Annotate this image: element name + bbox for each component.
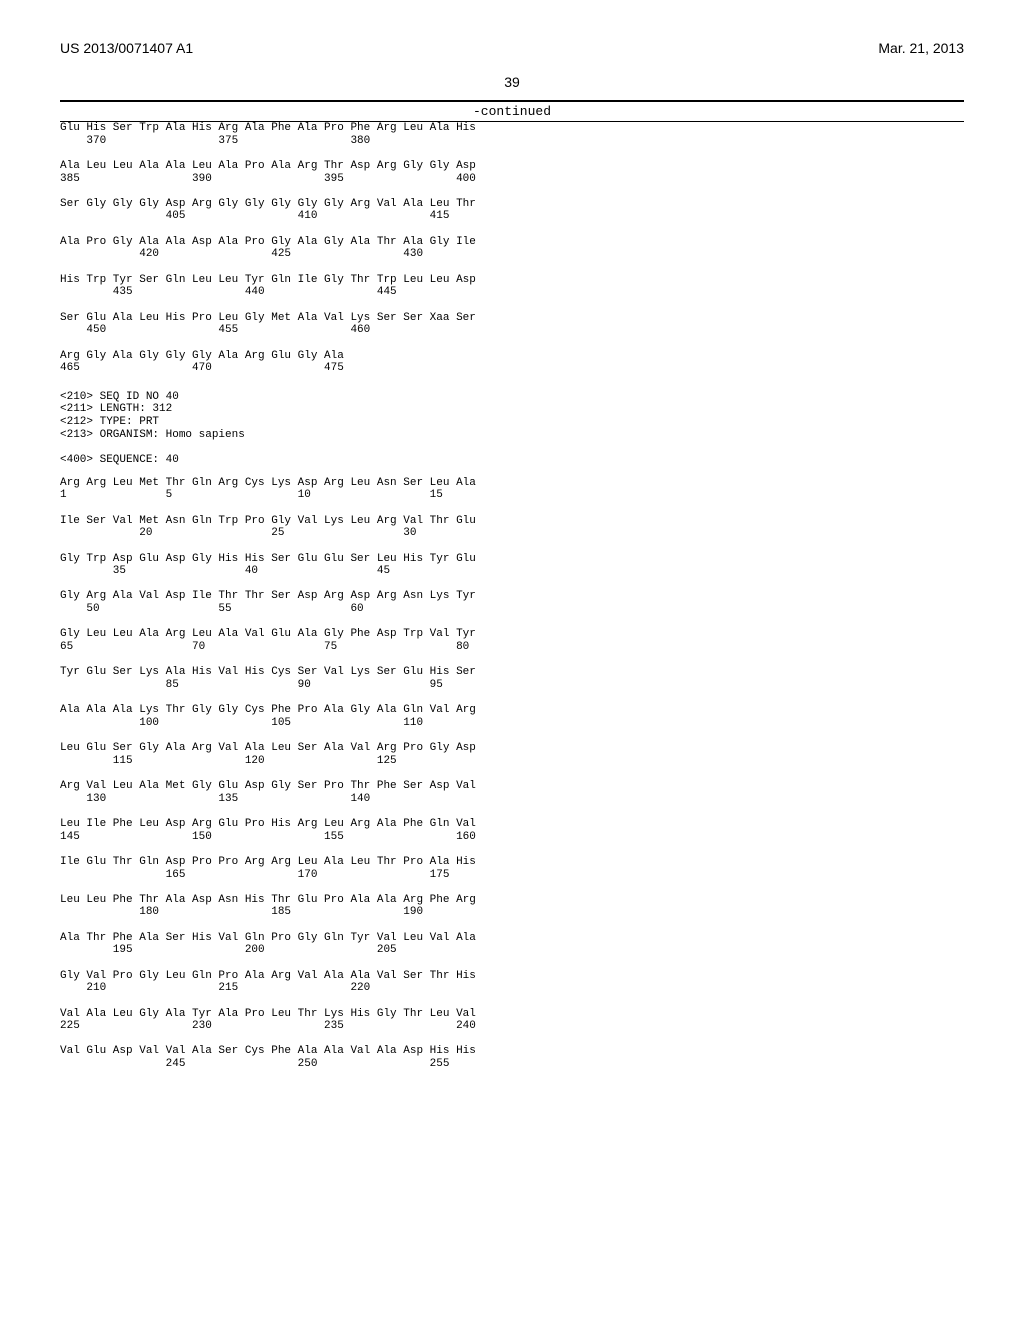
top-rule [60, 100, 964, 102]
sequence-block-continued: Glu His Ser Trp Ala His Arg Ala Phe Ala … [60, 122, 964, 375]
page-number: 39 [60, 74, 964, 90]
publication-date: Mar. 21, 2013 [878, 40, 964, 56]
publication-id: US 2013/0071407 A1 [60, 40, 193, 56]
page-header: US 2013/0071407 A1 Mar. 21, 2013 [60, 40, 964, 56]
sequence-header-40: <210> SEQ ID NO 40 <211> LENGTH: 312 <21… [60, 391, 964, 467]
sequence-block-40: Arg Arg Leu Met Thr Gln Arg Cys Lys Asp … [60, 477, 964, 1071]
continued-label: -continued [60, 104, 964, 119]
page-container: US 2013/0071407 A1 Mar. 21, 2013 39 -con… [0, 0, 1024, 1320]
